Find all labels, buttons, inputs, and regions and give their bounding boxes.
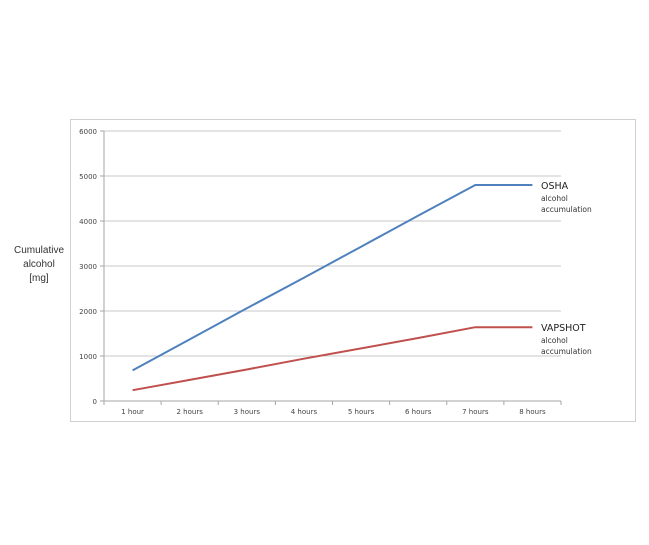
x-tick-label: 2 hours — [177, 408, 204, 416]
y-axis-label-line-2: alcohol — [23, 259, 55, 270]
series-sublabel-vapshot: alcohol — [541, 336, 568, 345]
x-tick-label: 5 hours — [348, 408, 375, 416]
x-tick-label: 4 hours — [291, 408, 318, 416]
series-sublabel-osha: alcohol — [541, 194, 568, 203]
y-axis-label-line-1: Cumulative — [13, 245, 65, 256]
x-tick-label: 6 hours — [405, 408, 432, 416]
series-sublabel-osha: accumulation — [541, 205, 592, 214]
y-tick-label: 4000 — [79, 218, 97, 226]
chart-frame — [70, 119, 636, 422]
series-line-osha — [132, 184, 533, 372]
series-line-vapshot — [132, 326, 533, 392]
y-tick-label: 5000 — [79, 173, 97, 181]
x-tick-label: 1 hour — [121, 408, 144, 416]
series-label-vapshot: VAPSHOT — [541, 323, 586, 334]
y-axis-label-line-3: [mg] — [29, 273, 49, 284]
x-tick-label: 7 hours — [462, 408, 489, 416]
x-tick-label: 3 hours — [234, 408, 261, 416]
series-label-osha: OSHA — [541, 181, 569, 192]
y-tick-label: 3000 — [79, 263, 97, 271]
series-sublabel-vapshot: accumulation — [541, 347, 592, 356]
y-tick-label: 6000 — [79, 128, 97, 136]
y-axis-label: Cumulative alcohol [mg] — [8, 244, 70, 286]
y-tick-label: 1000 — [79, 353, 97, 361]
x-tick-label: 8 hours — [519, 408, 546, 416]
y-tick-label: 0 — [93, 398, 97, 406]
y-tick-label: 2000 — [79, 308, 97, 316]
